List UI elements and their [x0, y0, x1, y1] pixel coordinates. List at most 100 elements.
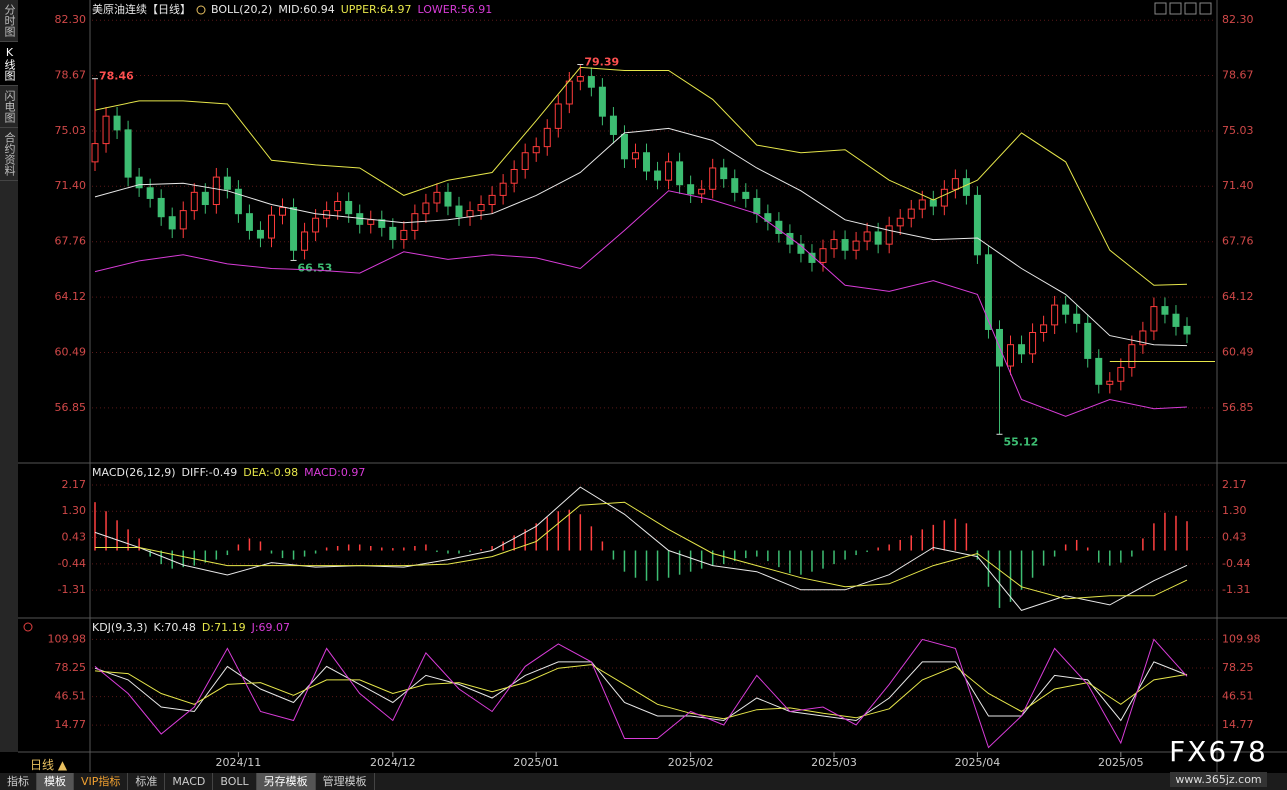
candle-body — [654, 170, 662, 181]
candle-body — [201, 191, 209, 206]
sidebar-tab[interactable]: K线图 — [0, 42, 18, 86]
candle-body — [113, 115, 121, 131]
y-tick-label: 67.76 — [55, 235, 87, 248]
candle-body — [687, 184, 695, 195]
candle-body — [378, 219, 386, 228]
y-tick-label: 2.17 — [62, 478, 87, 491]
x-tick-label: 2025/01 — [513, 756, 559, 769]
bottom-tab[interactable]: VIP指标 — [74, 773, 129, 790]
x-tick-label: 2024/11 — [216, 756, 262, 769]
candle-body — [1150, 306, 1158, 332]
low-annotation: 66.53 — [298, 261, 333, 274]
y-tick-label: 78.25 — [55, 661, 87, 674]
tool-icon[interactable] — [1184, 2, 1197, 15]
candle-body — [91, 143, 99, 163]
bottom-tab[interactable]: MACD — [165, 773, 214, 790]
candle-body — [665, 161, 673, 181]
y-tick-label-right: 82.30 — [1222, 13, 1254, 26]
tool-icon[interactable] — [1169, 2, 1182, 15]
candle-body — [267, 214, 275, 239]
candle-body — [1040, 324, 1048, 334]
sidebar-tab[interactable]: 合约资料 — [0, 128, 18, 181]
period-selector[interactable]: 日线 ▲ — [30, 758, 68, 772]
candle-body — [1117, 367, 1125, 382]
candle-body — [1084, 322, 1092, 359]
low-annotation: 55.12 — [1003, 435, 1038, 448]
candle-body — [1172, 313, 1180, 327]
candle-body — [973, 194, 981, 256]
candle-body — [234, 188, 242, 215]
indicator-line — [94, 661, 1188, 722]
candle-body — [1183, 325, 1191, 335]
candle-body — [212, 176, 220, 206]
tool-icon[interactable] — [1154, 2, 1167, 15]
candle-body — [1161, 306, 1169, 315]
indicator-line — [94, 664, 1188, 720]
candle-body — [554, 103, 562, 129]
legend-entry: J:69.07 — [251, 621, 290, 634]
bottom-tab[interactable]: 指标 — [0, 773, 37, 790]
panel-title: 美原油连续【日线】 — [92, 2, 191, 16]
candle-body — [929, 199, 937, 207]
bottom-tab[interactable]: 另存模板 — [256, 773, 316, 790]
candle-body — [863, 231, 871, 242]
candle-body — [1128, 344, 1136, 369]
candle-body — [676, 161, 684, 186]
high-annotation: 79.39 — [584, 56, 619, 69]
y-tick-label-right: -1.31 — [1222, 583, 1250, 596]
y-tick-label: 56.85 — [55, 401, 87, 414]
y-tick-label-right: -0.44 — [1222, 557, 1250, 570]
y-tick-label-right: 75.03 — [1222, 124, 1254, 137]
candle-body — [951, 178, 959, 190]
indicator-line — [94, 190, 1188, 417]
watermark: FX678 www.365jz.com — [1150, 736, 1287, 787]
bottom-tab[interactable]: 标准 — [128, 773, 166, 790]
kdj-icon — [23, 622, 33, 632]
bottom-tab[interactable]: 模板 — [37, 773, 74, 790]
candle-body — [532, 146, 540, 154]
candle-body — [984, 254, 992, 330]
y-tick-label-right: 109.98 — [1222, 632, 1261, 645]
y-tick-label-right: 1.30 — [1222, 504, 1247, 517]
y-tick-label-right: 78.67 — [1222, 68, 1254, 81]
tool-icon[interactable] — [1199, 2, 1212, 15]
candle-body — [190, 191, 198, 212]
candle-body — [587, 76, 595, 88]
candle-body — [852, 240, 860, 251]
y-tick-label: 71.40 — [55, 179, 87, 192]
y-tick-label: 1.30 — [62, 504, 87, 517]
candle-body — [643, 152, 651, 172]
y-tick-label: 109.98 — [48, 632, 87, 645]
sidebar-tab[interactable]: 闪电图 — [0, 86, 18, 128]
candle-body — [720, 167, 728, 180]
candle-body — [135, 176, 143, 189]
legend-entry: DIFF:-0.49 — [182, 466, 238, 479]
candle-body — [400, 229, 408, 241]
candle-body — [565, 80, 573, 105]
candle-body — [1095, 357, 1103, 385]
candle-body — [830, 239, 838, 250]
candle-body — [576, 76, 584, 82]
bottom-tab[interactable]: 管理模板 — [316, 773, 375, 790]
candle-body — [1106, 380, 1114, 385]
background — [0, 0, 1287, 773]
legend-entry: DEA:-0.98 — [243, 466, 298, 479]
y-tick-label: 64.12 — [55, 290, 87, 303]
candle-body — [753, 197, 761, 215]
legend-entry: K:70.48 — [154, 621, 196, 634]
x-tick-label: 2025/04 — [955, 756, 1001, 769]
chart: 78.46 79.39 66.53 55.12 82.30 82.30 78.67 7… — [0, 0, 1287, 773]
candle-body — [1073, 313, 1081, 324]
y-tick-label: 82.30 — [55, 13, 87, 26]
candle-body — [521, 152, 529, 170]
sidebar-tab[interactable]: 分时图 — [0, 0, 18, 42]
toolbar-icons[interactable] — [1154, 2, 1212, 15]
indicator-line — [94, 66, 1188, 286]
candle-body — [279, 207, 287, 216]
y-tick-label-right: 56.85 — [1222, 401, 1254, 414]
y-tick-label: 46.51 — [55, 690, 87, 703]
y-tick-label: 14.77 — [55, 718, 87, 731]
candle-body — [510, 168, 518, 184]
bottom-tab[interactable]: BOLL — [213, 773, 257, 790]
candle-body — [896, 217, 904, 227]
